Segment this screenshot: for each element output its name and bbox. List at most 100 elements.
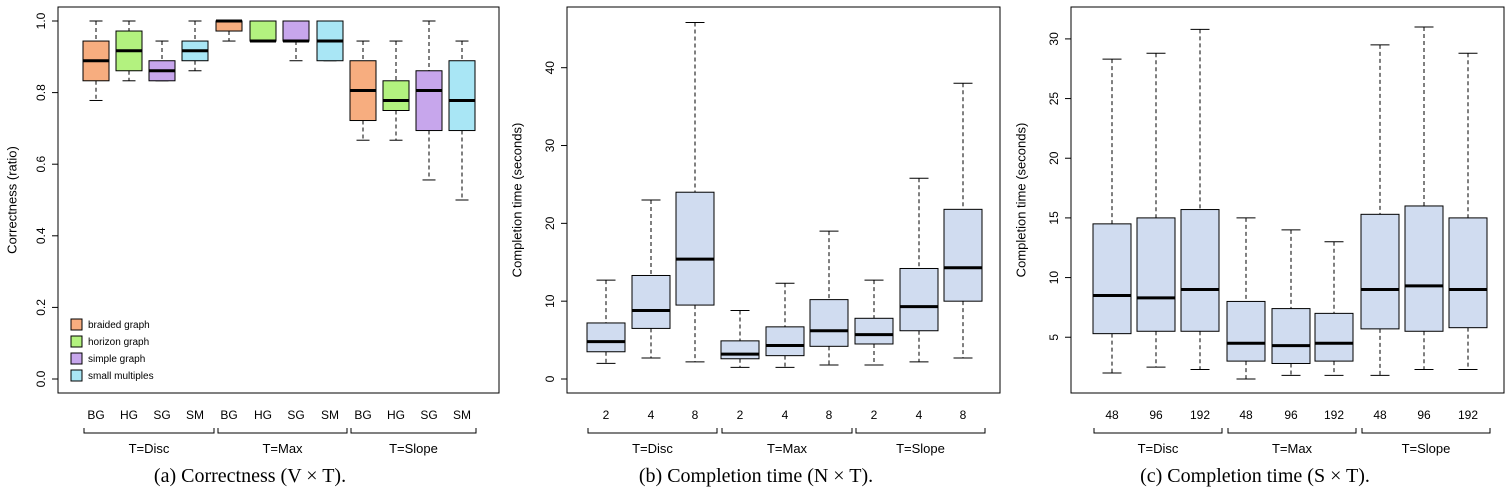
category-label: 4 [782, 408, 789, 422]
box [1136, 217, 1176, 332]
group-bracket [1093, 428, 1223, 434]
box [675, 191, 715, 306]
figure-caption: (a) Correctness (V × T). [154, 465, 346, 487]
category-label: SM [321, 408, 339, 422]
legend-swatch [70, 335, 83, 348]
category-label: 192 [1324, 408, 1344, 422]
y-tick-label: 0.8 [34, 84, 48, 101]
category-label: 48 [1105, 408, 1119, 422]
group-bracket [721, 428, 853, 434]
box [765, 326, 805, 357]
category-label: 4 [916, 408, 923, 422]
y-tick-label: 25 [1047, 92, 1061, 106]
category-label: 8 [826, 408, 833, 422]
box [282, 20, 310, 42]
category-label: HG [387, 408, 405, 422]
y-axis-label: Correctness (ratio) [4, 146, 19, 254]
box [631, 274, 671, 329]
figure-caption: (b) Completion time (N × T). [639, 465, 873, 487]
category-label: HG [254, 408, 272, 422]
legend-swatch [70, 352, 83, 365]
category-label: HG [120, 408, 138, 422]
category-label: BG [354, 408, 371, 422]
plot-frame [1070, 6, 1505, 394]
box [249, 20, 277, 42]
figure-caption: (c) Completion time (S × T). [1140, 465, 1370, 487]
group-bracket [587, 428, 718, 434]
category-label: 192 [1190, 408, 1210, 422]
category-label: BG [220, 408, 237, 422]
category-label: 48 [1239, 408, 1253, 422]
legend-swatch [70, 369, 83, 382]
category-label: 192 [1458, 408, 1478, 422]
group-bracket [1361, 428, 1491, 434]
category-label: 2 [737, 408, 744, 422]
group-label: T=Disc [129, 441, 170, 456]
box [1180, 209, 1220, 332]
box [1271, 308, 1311, 364]
category-label: 8 [692, 408, 699, 422]
group-bracket [1227, 428, 1357, 434]
box [382, 80, 410, 112]
category-label: 96 [1149, 408, 1163, 422]
y-tick-label: 40 [543, 61, 557, 75]
legend-label: small multiples [88, 371, 154, 382]
group-label: T=Slope [896, 441, 945, 456]
box [1404, 205, 1444, 332]
box [720, 340, 760, 360]
group-bracket [217, 428, 348, 434]
box [854, 317, 894, 345]
y-axis-label: Completion time (seconds) [509, 123, 524, 278]
group-bracket [350, 428, 477, 434]
category-label: SG [153, 408, 170, 422]
y-axis-label: Completion time (seconds) [1013, 123, 1028, 278]
category-label: SG [420, 408, 437, 422]
group-label: T=Slope [1402, 441, 1451, 456]
category-label: 96 [1417, 408, 1431, 422]
box [1226, 300, 1266, 362]
category-label: 4 [648, 408, 655, 422]
y-tick-label: 0 [543, 375, 557, 382]
y-tick-label: 0.6 [34, 156, 48, 173]
category-label: 2 [603, 408, 610, 422]
legend-label: braided graph [88, 320, 150, 331]
group-label: T=Slope [389, 441, 438, 456]
box [415, 70, 443, 132]
category-label: SM [186, 408, 204, 422]
box [215, 20, 243, 32]
y-tick-label: 0.2 [34, 299, 48, 316]
y-tick-label: 30 [1047, 32, 1061, 46]
y-tick-label: 0.4 [34, 227, 48, 244]
plot-frame [57, 6, 500, 394]
group-label: T=Disc [1138, 441, 1179, 456]
box [586, 322, 626, 353]
box [1092, 223, 1132, 335]
box [943, 208, 983, 302]
y-tick-label: 1.0 [34, 12, 48, 29]
y-tick-label: 15 [1047, 211, 1061, 225]
y-tick-label: 10 [543, 294, 557, 308]
group-label: T=Max [767, 441, 808, 456]
box [809, 299, 849, 347]
y-tick-label: 20 [1047, 151, 1061, 165]
y-tick-label: 10 [1047, 271, 1061, 285]
legend-label: horizon graph [88, 337, 149, 348]
panel-completion-time-n: 0 10 20 30 40 Completion time (seconds) 2 4 8 T=D… [509, 6, 1001, 487]
panel-completion-time-s: 5 10 15 20 25 30 Completion time (seconds) 48 96… [1013, 6, 1505, 487]
box [1360, 213, 1400, 330]
box [1448, 217, 1488, 329]
plot-frame [566, 6, 1001, 394]
box [1314, 312, 1354, 362]
box [899, 267, 939, 332]
group-label: T=Max [1272, 441, 1313, 456]
category-label: 2 [871, 408, 878, 422]
legend-label: simple graph [88, 354, 145, 365]
category-label: 48 [1373, 408, 1387, 422]
panel-correctness: 0.0 0.2 0.4 0.6 0.8 1.0 Correctness (ratio) BG H… [4, 6, 500, 487]
y-tick-label: 5 [1047, 334, 1061, 341]
category-label: SM [453, 408, 471, 422]
category-label: SG [287, 408, 304, 422]
legend-swatch [70, 318, 83, 331]
category-label: 8 [960, 408, 967, 422]
